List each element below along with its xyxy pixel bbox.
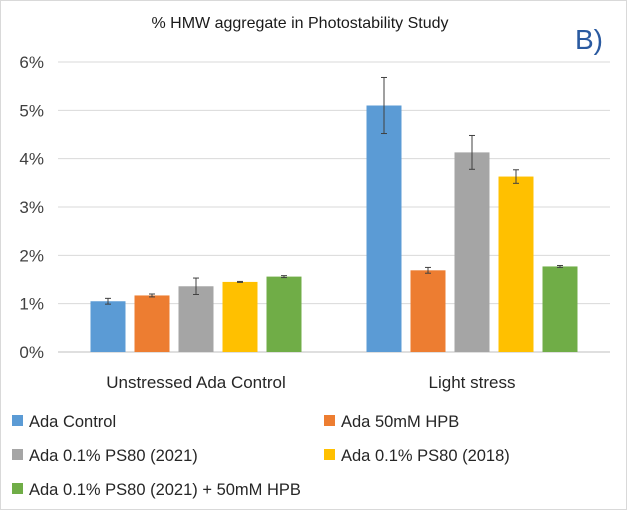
legend-swatch [12,483,23,494]
y-tick-label: 3% [19,198,44,217]
y-tick-label: 6% [19,53,44,72]
legend-swatch [12,415,23,426]
legend-swatch [12,449,23,460]
legend-label: Ada 50mM HPB [341,413,459,431]
bar-ada-50mm-hpb-0 [134,295,170,352]
bar-ada-50mm-hpb-1 [410,270,446,352]
bar-ada-0-1-ps80-2021-50mm-hpb-0 [266,276,302,352]
y-tick-label: 4% [19,150,44,169]
legend-label: Ada 0.1% PS80 (2021) + 50mM HPB [29,481,301,499]
legend-label: Ada 0.1% PS80 (2018) [341,447,510,465]
legend-label: Ada Control [29,413,116,431]
bar-ada-0-1-ps80-2021--1 [454,152,490,352]
bar-ada-0-1-ps80-2018--0 [222,281,258,352]
bar-ada-0-1-ps80-2021-50mm-hpb-1 [542,266,578,352]
legend-swatch [324,415,335,426]
y-tick-label: 5% [19,101,44,120]
legend-swatch [324,449,335,460]
panel-label: B) [575,24,603,55]
y-tick-label: 1% [19,295,44,314]
bar-ada-control-1 [366,105,402,352]
chart-title: % HMW aggregate in Photostability Study [151,15,448,32]
y-tick-label: 2% [19,246,44,265]
y-tick-label: 0% [19,343,44,362]
bar-ada-0-1-ps80-2018--1 [498,176,534,352]
legend-label: Ada 0.1% PS80 (2021) [29,447,198,465]
category-label: Light stress [429,373,516,392]
category-label: Unstressed Ada Control [106,373,286,392]
bar-ada-control-0 [90,301,126,352]
bar-ada-0-1-ps80-2021--0 [178,286,214,352]
